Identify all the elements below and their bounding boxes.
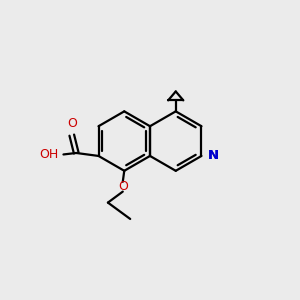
- Text: N: N: [208, 149, 219, 162]
- Text: O: O: [118, 180, 128, 193]
- Text: N: N: [208, 149, 219, 162]
- Text: O: O: [67, 117, 77, 130]
- Text: OH: OH: [40, 148, 59, 161]
